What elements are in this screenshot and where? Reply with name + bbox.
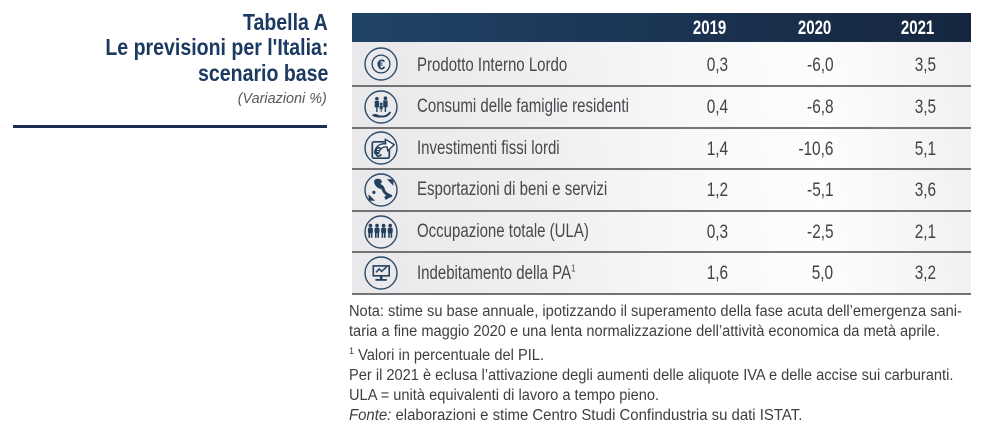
svg-text:€: € — [374, 146, 382, 162]
svg-text:€: € — [377, 56, 386, 73]
